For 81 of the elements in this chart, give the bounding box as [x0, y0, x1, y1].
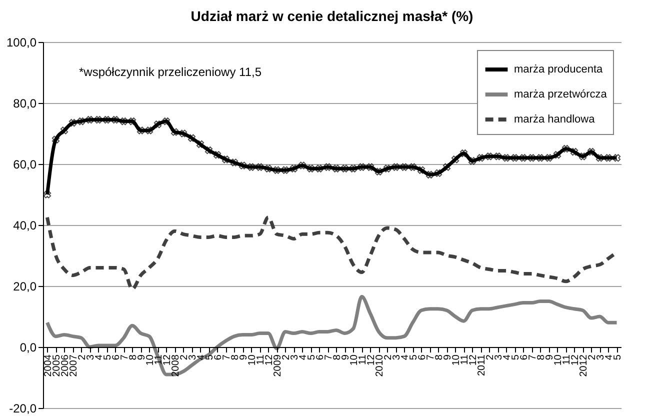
x-tick-label: 7	[221, 354, 232, 360]
x-tick-label: 7	[323, 354, 334, 360]
x-tick-label: 11	[357, 354, 368, 365]
x-tick-label: 12	[264, 354, 275, 366]
x-tick-label: 6	[314, 354, 326, 360]
x-tick-label: 2008	[170, 354, 182, 377]
chart-title: Udział marż w cenie detalicznej masła* (%)	[190, 8, 474, 24]
x-tick-label: 8	[332, 354, 343, 360]
x-tick-label: 2004	[42, 354, 54, 377]
x-tick-label: 3	[289, 354, 300, 360]
x-tick-label: 10	[450, 354, 462, 366]
x-tick-label: 2	[484, 354, 496, 360]
x-tick-label: 2007	[68, 354, 80, 377]
x-tick-label: 6	[212, 354, 224, 360]
x-tick-label: 6	[518, 354, 530, 360]
y-tick-label: -20,0	[9, 402, 37, 416]
x-tick-label: 2012	[578, 354, 590, 377]
x-tick-label: 3	[85, 354, 96, 360]
x-tick-label: 10	[348, 354, 360, 366]
x-tick-label: 2	[178, 354, 190, 360]
x-tick-label: 5	[510, 354, 522, 360]
x-tick-label: 8	[230, 354, 241, 360]
x-tick-label: 4	[604, 354, 615, 360]
x-tick-label: 11	[153, 354, 164, 365]
x-tick-label: 9	[340, 354, 352, 360]
x-tick-label: 10	[144, 354, 156, 366]
y-tick-label: 100,0	[6, 36, 37, 50]
x-tick-label: 2010	[374, 354, 386, 377]
legend-label: marża przetwórcza	[514, 88, 608, 100]
x-tick-label: 5	[306, 354, 318, 360]
x-tick-label: 9	[238, 354, 250, 360]
x-tick-label: 2009	[272, 354, 284, 377]
x-tick-label: 11	[255, 354, 266, 365]
x-tick-label: 12	[570, 354, 581, 366]
x-tick-label: 4	[94, 354, 105, 360]
x-tick-label: 3	[391, 354, 402, 360]
annotation: *współczynnik przeliczeniowy 11,5	[79, 65, 262, 79]
x-tick-label: 2005	[51, 354, 62, 377]
y-tick-label: 60,0	[13, 158, 37, 172]
x-tick-label: 9	[544, 354, 556, 360]
x-tick-label: 10	[246, 354, 258, 366]
x-tick-label: 3	[187, 354, 198, 360]
x-tick-label: 4	[298, 354, 309, 360]
x-tick-label: 5	[408, 354, 420, 360]
legend-label: marża handlowa	[514, 114, 596, 126]
x-tick-label: 11	[561, 354, 572, 365]
x-tick-label: 12	[468, 354, 479, 366]
x-tick-label: 3	[493, 354, 504, 360]
x-tick-label: 2	[76, 354, 88, 360]
x-tick-label: 8	[128, 354, 139, 360]
x-tick-label: 10	[552, 354, 564, 366]
x-tick-label: 5	[612, 354, 624, 360]
x-tick-label: 9	[442, 354, 454, 360]
x-tick-label: 6	[110, 354, 122, 360]
x-tick-label: 8	[434, 354, 445, 360]
x-tick-label: 2006	[60, 354, 71, 377]
x-tick-label: 7	[425, 354, 436, 360]
x-tick-label: 7	[119, 354, 130, 360]
x-tick-label: 8	[536, 354, 547, 360]
x-tick-label: 4	[502, 354, 513, 360]
legend-label: marża producenta	[514, 64, 604, 76]
x-tick-label: 5	[102, 354, 114, 360]
x-tick-label: 2	[586, 354, 598, 360]
x-tick-label: 7	[527, 354, 538, 360]
x-tick-label: 5	[204, 354, 216, 360]
x-tick-label: 9	[136, 354, 148, 360]
x-tick-label: 11	[459, 354, 470, 365]
x-tick-label: 12	[162, 354, 173, 366]
x-tick-label: 6	[416, 354, 428, 360]
y-tick-label: 40,0	[13, 218, 37, 232]
x-tick-label: 2011	[476, 354, 488, 376]
x-tick-label: 12	[366, 354, 377, 366]
x-tick-label: 3	[595, 354, 606, 360]
x-tick-label: 2	[382, 354, 394, 360]
y-tick-label: 80,0	[13, 96, 37, 110]
x-tick-label: 4	[400, 354, 411, 360]
x-tick-label: 4	[196, 354, 207, 360]
y-tick-label: 0,0	[20, 340, 37, 354]
line-series	[46, 294, 618, 376]
x-tick-label: 2	[280, 354, 292, 360]
y-tick-label: 20,0	[13, 280, 37, 294]
